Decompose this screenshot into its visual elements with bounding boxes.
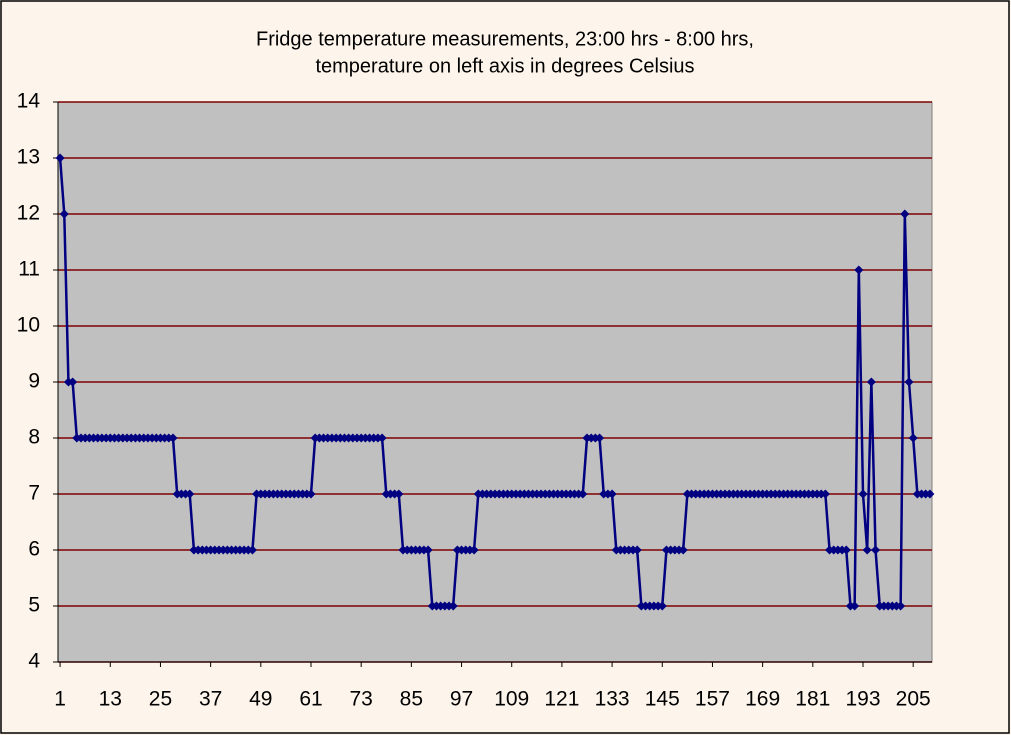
data-point xyxy=(578,489,588,499)
data-point xyxy=(306,489,316,499)
data-point xyxy=(377,433,387,443)
y-tick-label: 9 xyxy=(28,370,40,393)
x-tick-label: 169 xyxy=(745,688,780,711)
y-tick-label: 11 xyxy=(18,258,40,281)
x-tick-label: 49 xyxy=(249,688,272,711)
y-tick-label: 7 xyxy=(28,482,40,505)
data-point xyxy=(185,489,195,499)
data-point xyxy=(469,545,479,555)
y-tick-label: 10 xyxy=(17,314,40,337)
x-tick-label: 1 xyxy=(54,688,66,711)
x-tick-label: 121 xyxy=(544,688,579,711)
data-point xyxy=(904,377,914,387)
data-point xyxy=(247,545,257,555)
data-point xyxy=(59,209,69,219)
x-tick-label: 13 xyxy=(99,688,122,711)
data-point xyxy=(925,489,935,499)
x-tick-label: 73 xyxy=(350,688,373,711)
data-point xyxy=(423,545,433,555)
data-point xyxy=(678,545,688,555)
data-point xyxy=(841,545,851,555)
y-tick-label: 6 xyxy=(28,538,40,561)
data-point xyxy=(854,265,864,275)
y-tick-label: 8 xyxy=(28,426,40,449)
data-point xyxy=(866,377,876,387)
y-tick-label: 13 xyxy=(17,146,40,169)
x-tick-label: 97 xyxy=(450,688,473,711)
x-tick-label: 133 xyxy=(595,688,630,711)
x-tick-label: 145 xyxy=(645,688,680,711)
data-point xyxy=(168,433,178,443)
data-point xyxy=(68,377,78,387)
x-tick-label: 181 xyxy=(795,688,830,711)
x-tick-label: 85 xyxy=(400,688,423,711)
chart-title: Fridge temperature measurements, 23:00 h… xyxy=(256,28,754,50)
data-point xyxy=(896,601,906,611)
data-point xyxy=(448,601,458,611)
y-tick-label: 14 xyxy=(17,90,41,113)
x-tick-label: 157 xyxy=(695,688,730,711)
x-tick-label: 25 xyxy=(149,688,172,711)
data-point xyxy=(55,153,65,163)
data-point xyxy=(607,489,617,499)
data-point xyxy=(657,601,667,611)
chart-title: temperature on left axis in degrees Cels… xyxy=(315,55,694,77)
y-tick-label: 5 xyxy=(28,594,40,617)
x-tick-label: 61 xyxy=(299,688,322,711)
data-point xyxy=(850,601,860,611)
y-tick-label: 12 xyxy=(17,202,40,225)
y-tick-label: 4 xyxy=(28,650,40,673)
data-point xyxy=(394,489,404,499)
data-point xyxy=(595,433,605,443)
data-point xyxy=(820,489,830,499)
data-point xyxy=(908,433,918,443)
x-tick-label: 205 xyxy=(896,688,931,711)
x-tick-label: 109 xyxy=(494,688,529,711)
data-point xyxy=(862,545,872,555)
data-point xyxy=(900,209,910,219)
data-point xyxy=(871,545,881,555)
x-tick-label: 193 xyxy=(845,688,880,711)
data-point xyxy=(858,489,868,499)
x-tick-label: 37 xyxy=(199,688,222,711)
data-point xyxy=(632,545,642,555)
